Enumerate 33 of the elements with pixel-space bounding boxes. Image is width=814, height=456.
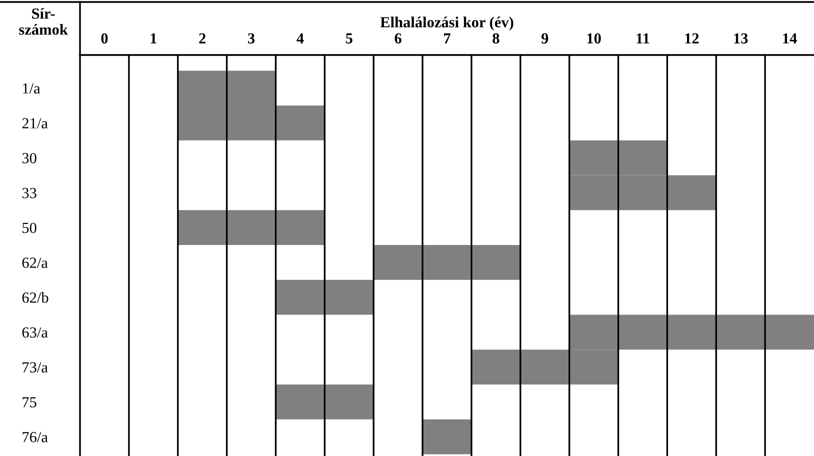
x-tick-label: 13	[734, 33, 748, 44]
y-tick-label: 33	[22, 188, 36, 198]
x-tick-label: 9	[541, 33, 548, 44]
x-tick-label: 14	[783, 33, 797, 44]
y-tick-label: 1/a	[23, 83, 40, 94]
x-tick-label: 6	[394, 33, 402, 44]
x-tick-label: 8	[492, 33, 500, 44]
x-tick-label: 5	[346, 33, 352, 44]
y-tick-label: 75	[22, 397, 36, 408]
y-tick-label: 76/a	[22, 432, 48, 442]
y-tick-label: 63/a	[22, 327, 48, 338]
y-tick-label: 62/b	[22, 292, 48, 303]
x-tick-label: 0	[101, 33, 108, 44]
bar	[374, 245, 520, 280]
bar	[178, 210, 325, 246]
bar	[422, 419, 472, 454]
x-tick-label: 10	[587, 33, 601, 44]
x-tick-label: 12	[685, 33, 699, 44]
x-tick-label: 11	[636, 33, 650, 44]
bar	[276, 384, 374, 420]
x-tick-label: 3	[248, 33, 255, 44]
y-tick-label: 62/a	[22, 258, 48, 268]
bar	[276, 280, 374, 315]
x-tick-label: 7	[444, 33, 450, 44]
y-axis-title: Sír- számok	[19, 8, 68, 35]
x-axis-title: Elhalálozási kor (év)	[380, 16, 514, 31]
y-tick-label: 50	[22, 222, 36, 234]
x-tick-label: 4	[296, 33, 304, 44]
x-tick-label: 1	[150, 33, 156, 44]
x-tick-label: 2	[199, 33, 206, 44]
y-tick-label: 21/a	[22, 118, 48, 128]
y-tick-label: 30	[22, 153, 36, 164]
y-tick-label: 73/a	[22, 362, 48, 373]
